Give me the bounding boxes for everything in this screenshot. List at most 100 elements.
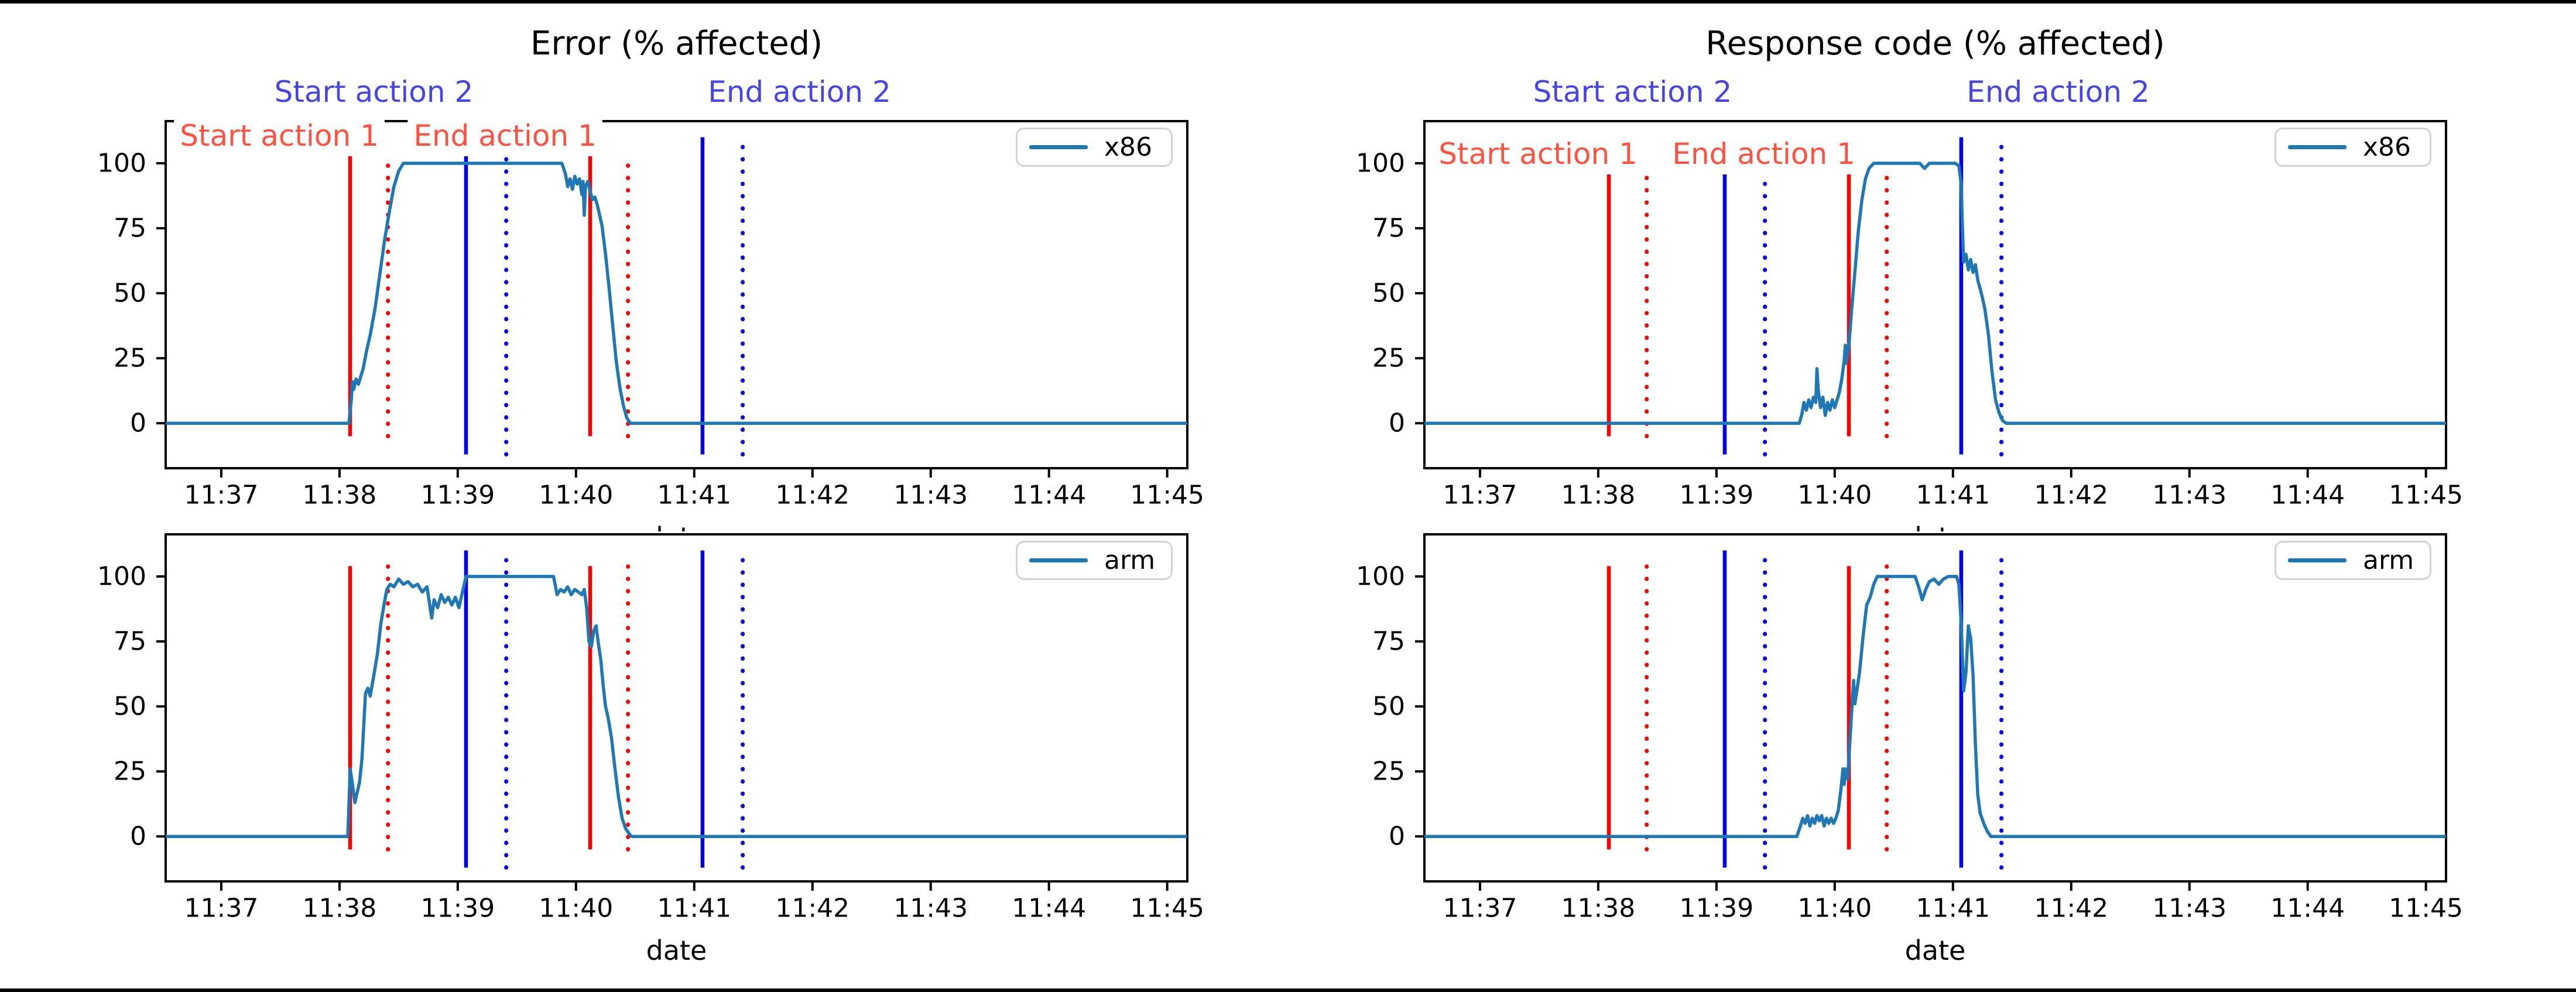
x-axis-label: date (646, 935, 707, 966)
subplot-response-arm: 11:37 11:38 11:39 11:40 11:41 11:42 11:43 11:44… (1259, 531, 2576, 988)
x-tick-label: 11:44 (1012, 480, 1086, 510)
x-tick-label: 11:38 (1561, 480, 1635, 510)
x-tick-label: 11:40 (539, 480, 613, 510)
x-tick-label: 11:41 (1916, 480, 1990, 510)
x-tick-label: 11:40 (1797, 894, 1872, 924)
legend-label: arm (1104, 545, 1156, 575)
x-tick-label: 11:40 (539, 894, 613, 924)
annotation-end-action-2: End action 2 (1967, 75, 2150, 109)
y-tick-label: 100 (1356, 561, 1405, 591)
annotation-end-action-1: End action 1 (413, 119, 597, 153)
y-tick-label: 75 (114, 627, 146, 657)
axis-ticks: 11:37 11:38 11:39 11:40 11:41 11:42 11:43 11:44… (1356, 561, 2463, 923)
annotation-start-action-2: Start action 2 (275, 75, 474, 109)
annotation-bbox (174, 115, 385, 156)
x-tick-label: 11:41 (657, 894, 731, 924)
x-tick-label: 11:39 (1679, 480, 1753, 510)
x-tick-label: 11:44 (2270, 894, 2345, 924)
legend-line-icon (2288, 145, 2347, 149)
x-axis-label: date (166, 521, 1187, 534)
plot-canvas-error-arm: 11:37 11:38 11:39 11:40 11:41 11:42 11:43 11:44… (0, 531, 1306, 988)
x-tick-label: 11:37 (1443, 894, 1517, 924)
subplot-response-x86: 11:37 11:38 11:39 11:40 11:41 11:42 11:43 11:44… (1259, 4, 2576, 534)
legend-box: arm (1016, 541, 1173, 580)
chart-title: Error (% affected) (530, 25, 823, 63)
plot-canvas-response-x86: 11:37 11:38 11:39 11:40 11:41 11:42 11:43 11:44… (1259, 4, 2576, 534)
x-tick-label: 11:39 (420, 894, 495, 924)
x-tick-label: 11:43 (893, 894, 968, 924)
series-line-x86 (1424, 162, 2446, 425)
annotation-start-action-1: Start action 1 (180, 119, 379, 153)
y-tick-label: 0 (130, 409, 146, 438)
y-tick-label: 75 (114, 214, 146, 243)
plot-canvas-error-x86: 11:37 11:38 11:39 11:40 11:41 11:42 11:43 11:44… (0, 4, 1306, 534)
y-tick-label: 25 (114, 344, 146, 373)
annotation-end-action-2: End action 2 (708, 75, 891, 109)
y-tick-label: 75 (1372, 627, 1405, 657)
axes-frame (165, 533, 1188, 883)
legend-box: arm (2274, 541, 2431, 580)
y-tick-label: 75 (1372, 214, 1405, 243)
annotations: Start action 1 End action 1 Start action 2… (1433, 75, 2150, 174)
legend-line-icon (1029, 558, 1088, 562)
x-tick-label: 11:43 (893, 480, 968, 510)
x-tick-label: 11:37 (1443, 480, 1517, 510)
figure-top-border (0, 0, 2576, 4)
x-tick-label: 11:37 (184, 894, 259, 924)
legend-label: arm (2363, 545, 2414, 575)
axes-frame (165, 120, 1188, 469)
x-tick-label: 11:45 (2389, 480, 2463, 510)
y-tick-label: 100 (97, 561, 146, 591)
y-tick-label: 50 (1372, 279, 1405, 308)
subplot-error-arm: 11:37 11:38 11:39 11:40 11:41 11:42 11:43 11:44… (0, 531, 1306, 988)
annotation-start-action-1: Start action 1 (1438, 137, 1638, 171)
subplot-error-x86: 11:37 11:38 11:39 11:40 11:41 11:42 11:43 11:44… (0, 4, 1306, 534)
x-tick-label: 11:42 (2034, 480, 2108, 510)
event-vlines (348, 135, 745, 456)
axis-ticks: 11:37 11:38 11:39 11:40 11:41 11:42 11:43 11:44… (97, 148, 1204, 510)
series-line-arm (1424, 575, 2446, 838)
series-line-arm (166, 575, 1187, 838)
x-tick-label: 11:41 (1916, 894, 1990, 924)
legend-line-icon (2288, 558, 2347, 562)
y-tick-label: 100 (97, 148, 146, 178)
y-tick-label: 25 (114, 757, 146, 787)
y-tick-label: 0 (1389, 409, 1405, 438)
x-tick-label: 11:45 (2389, 894, 2463, 924)
series-line-x86 (166, 162, 1187, 425)
annotations: Start action 1 End action 1 Start action 2… (174, 75, 891, 156)
y-tick-label: 100 (1356, 148, 1405, 178)
annotation-bbox (1666, 133, 1861, 174)
x-tick-label: 11:38 (1561, 894, 1635, 924)
y-tick-label: 50 (1372, 692, 1405, 722)
axes-frame (1423, 120, 2447, 469)
x-tick-label: 11:44 (1012, 894, 1086, 924)
x-tick-label: 11:45 (1130, 894, 1204, 924)
x-tick-label: 11:37 (184, 480, 259, 510)
x-tick-label: 11:39 (420, 480, 495, 510)
legend-line-icon (1029, 145, 1088, 149)
y-tick-label: 0 (130, 822, 146, 852)
x-tick-label: 11:43 (2152, 480, 2226, 510)
y-tick-label: 25 (1372, 344, 1405, 373)
x-tick-label: 11:39 (1679, 894, 1753, 924)
figure-bottom-border (0, 988, 2576, 992)
x-tick-label: 11:43 (2152, 894, 2226, 924)
chart-title: Response code (% affected) (1705, 25, 2165, 63)
legend-label: x86 (2363, 132, 2411, 162)
x-tick-label: 11:38 (302, 480, 376, 510)
annotation-bbox (1433, 133, 1643, 174)
event-vlines (1606, 135, 2004, 456)
axis-ticks: 11:37 11:38 11:39 11:40 11:41 11:42 11:43 11:44… (1356, 148, 2463, 510)
legend-label: x86 (1104, 132, 1153, 162)
y-tick-label: 0 (1389, 822, 1405, 852)
annotation-bbox (407, 115, 602, 156)
annotation-start-action-2: Start action 2 (1533, 75, 1732, 109)
annotation-end-action-1: End action 1 (1672, 137, 1855, 171)
axes-frame (1423, 533, 2447, 883)
x-tick-label: 11:38 (302, 894, 376, 924)
plot-canvas-response-arm: 11:37 11:38 11:39 11:40 11:41 11:42 11:43 11:44… (1259, 531, 2576, 988)
x-axis-label: date (1424, 521, 2446, 534)
x-tick-label: 11:42 (775, 894, 849, 924)
